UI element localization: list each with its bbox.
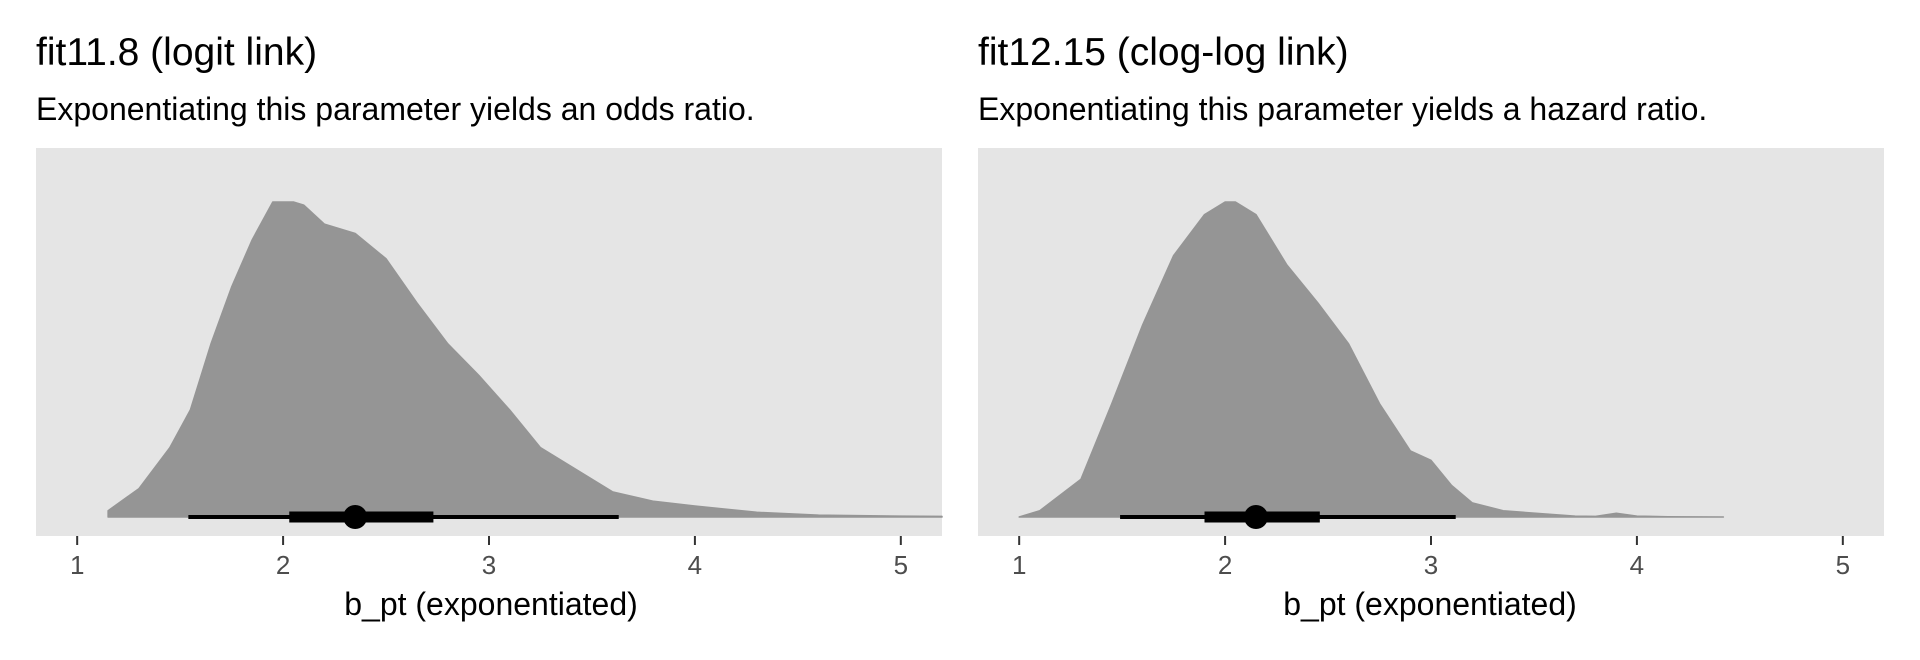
chart-subtitle: Exponentiating this parameter yields an … — [36, 91, 755, 127]
plot-area: 1 2 3 4 5 — [978, 148, 1884, 580]
x-tick-label: 5 — [1836, 550, 1850, 580]
point-estimate — [343, 505, 368, 529]
chart-subtitle: Exponentiating this parameter yields a h… — [978, 91, 1708, 127]
x-tick-label: 4 — [688, 550, 702, 580]
chart-title: fit12.15 (clog-log link) — [978, 31, 1349, 74]
facet-logit: fit11.8 (logit link) Exponentiating this… — [36, 0, 956, 660]
x-tick-label: 3 — [1424, 550, 1438, 580]
x-tick-label: 3 — [482, 550, 496, 580]
point-estimate — [1243, 505, 1268, 529]
facet-cloglog: fit12.15 (clog-log link) Exponentiating … — [978, 0, 1898, 660]
x-tick-label: 1 — [1012, 550, 1026, 580]
x-tick-label: 4 — [1630, 550, 1644, 580]
x-tick-label: 5 — [894, 550, 908, 580]
chart-title: fit11.8 (logit link) — [36, 31, 318, 74]
x-tick-label: 1 — [70, 550, 84, 580]
x-tick-label: 2 — [1218, 550, 1232, 580]
plot-area: 1 2 3 4 5 — [36, 148, 943, 580]
x-tick-label: 2 — [276, 550, 290, 580]
density-area — [107, 201, 943, 518]
density-area — [1018, 201, 1725, 518]
x-axis-label: b_pt (exponentiated) — [1283, 586, 1577, 622]
x-axis-label: b_pt (exponentiated) — [344, 586, 638, 622]
